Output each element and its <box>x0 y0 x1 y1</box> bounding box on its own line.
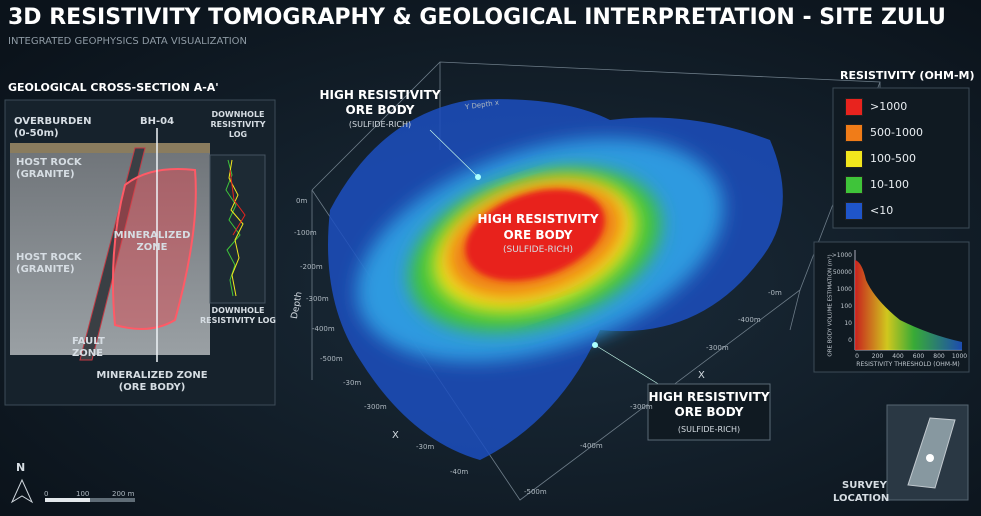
legend-swatch <box>845 124 863 142</box>
tick-label: -400m <box>312 325 335 333</box>
label: DOWNHOLE <box>211 306 265 315</box>
legend-swatch <box>845 98 863 116</box>
label: OVERBURDEN <box>14 116 92 127</box>
callout-note: (SULFIDE-RICH) <box>503 245 573 255</box>
callout: ORE BODY <box>674 405 744 419</box>
legend-label: 100-500 <box>870 152 916 165</box>
tick-label: -300m <box>364 403 387 411</box>
callout: ORE BODY <box>345 103 415 117</box>
label: (0-50m) <box>14 128 59 139</box>
inset-y-tick: 100 <box>840 303 852 310</box>
callout-note: (SULFIDE-RICH) <box>348 120 412 129</box>
inset-x-label: RESISTIVITY THRESHOLD (OHM-M) <box>856 361 960 368</box>
tick-label: -0m <box>768 289 782 297</box>
scale-label: 200 m <box>112 490 135 498</box>
survey-map <box>886 404 969 501</box>
axis-label: X <box>392 430 399 441</box>
tick-label: -500m <box>524 488 547 496</box>
legend-swatch <box>845 150 863 168</box>
scale-label: 0 <box>44 490 49 498</box>
inset-x-tick: 400 <box>892 353 904 360</box>
label: LOG <box>228 130 248 139</box>
tick-label: -400m <box>580 442 603 450</box>
axis-label: X <box>698 370 705 381</box>
label: ZONE <box>136 242 168 253</box>
scale-bar <box>45 498 135 502</box>
legend-label: >1000 <box>870 100 908 113</box>
north-arrow <box>10 478 34 504</box>
legend-label: <10 <box>870 204 894 217</box>
tick-label: -300m <box>630 403 653 411</box>
callout-box <box>647 383 771 441</box>
ore-body-model <box>328 99 783 461</box>
label: (GRANITE) <box>16 264 75 275</box>
legend-label: 10-100 <box>870 178 909 191</box>
tick-label: -30m <box>343 379 362 387</box>
label: MINERALIZED ZONE <box>96 370 208 381</box>
tick-label: -100m <box>294 229 317 237</box>
subtitle: INTEGRATED GEOPHYSICS DATA VISUALIZATION <box>8 36 248 47</box>
inset-y-tick: >1000 <box>831 252 852 259</box>
section-title: GEOLOGICAL CROSS-SECTION A-A' <box>8 81 219 94</box>
inset-x-tick: 800 <box>933 353 945 360</box>
legend-swatch <box>845 202 863 220</box>
label: DOWNHOLE <box>211 110 265 119</box>
tick-label: -300m <box>306 295 329 303</box>
label: HOST ROCK <box>16 157 82 168</box>
tick-label: -500m <box>320 355 343 363</box>
tick-label: 0m <box>296 197 308 205</box>
callout-note: (SULFIDE-RICH) <box>677 425 741 434</box>
legend-title: RESISTIVITY (OHM-M) <box>840 69 975 82</box>
legend-label: 500-1000 <box>870 126 923 139</box>
north-label: N <box>16 461 26 474</box>
title: 3D RESISTIVITY TOMOGRAPHY & GEOLOGICAL I… <box>8 5 946 30</box>
callout: HIGH RESISTIVITY <box>477 212 599 226</box>
inset-y-tick: 10 <box>844 320 852 327</box>
label: BH-04 <box>139 116 175 127</box>
label: RESISTIVITY <box>210 120 266 129</box>
cross-section <box>4 99 276 406</box>
inset-y-tick: 50000 <box>832 269 852 276</box>
label: HOST ROCK <box>16 252 82 263</box>
inset-y-tick: 0 <box>848 337 852 344</box>
inset-x-tick: 0 <box>855 353 859 360</box>
inset-x-tick: 1000 <box>951 353 968 360</box>
callout: HIGH RESISTIVITY <box>319 88 441 102</box>
tick-label: -400m <box>738 316 761 324</box>
label: FAULT <box>72 336 105 347</box>
inset-x-tick: 200 <box>871 353 884 360</box>
legend-swatch <box>845 176 863 194</box>
inset-x-tick: 600 <box>912 353 925 360</box>
label: ZONE <box>72 348 103 359</box>
label: (GRANITE) <box>16 169 75 180</box>
tick-label: -200m <box>300 263 323 271</box>
inset-chart <box>813 241 970 373</box>
label: (ORE BODY) <box>118 382 186 393</box>
inset-y-tick: 1000 <box>836 286 852 293</box>
callout: HIGH RESISTIVITY <box>648 390 770 404</box>
label: MINERALIZED <box>113 230 191 241</box>
callout: ORE BODY <box>503 228 573 242</box>
tick-label: -30m <box>416 443 435 451</box>
tick-label: -40m <box>450 468 469 476</box>
scale-label: 100 <box>76 490 90 498</box>
label: RESISTIVITY LOG <box>200 316 276 325</box>
survey-label: LOCATION <box>833 493 890 504</box>
tick-label: -300m <box>706 344 729 352</box>
survey-label: SURVEY <box>842 480 887 491</box>
